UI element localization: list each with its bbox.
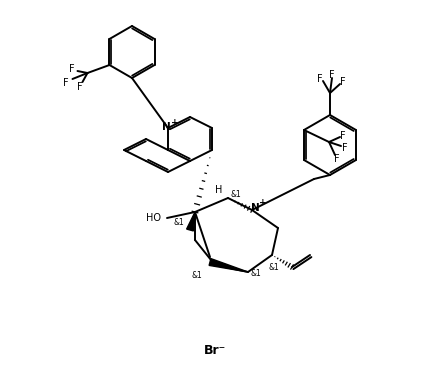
Polygon shape (209, 259, 248, 272)
Text: +: + (171, 117, 179, 127)
Text: N: N (251, 203, 259, 213)
Text: F: F (63, 78, 68, 88)
Text: N: N (162, 122, 170, 132)
Text: &1: &1 (174, 217, 184, 227)
Text: F: F (340, 77, 346, 87)
Text: F: F (329, 70, 335, 80)
Text: F: F (340, 131, 346, 141)
Text: Br⁻: Br⁻ (204, 344, 226, 356)
Text: F: F (69, 64, 74, 74)
Text: H: H (215, 185, 223, 195)
Text: &1: &1 (251, 269, 261, 279)
Polygon shape (187, 212, 195, 231)
Text: +: + (259, 197, 267, 207)
Text: F: F (317, 74, 323, 84)
Text: F: F (334, 154, 340, 164)
Text: F: F (77, 82, 82, 92)
Text: F: F (342, 143, 348, 153)
Text: &1: &1 (192, 270, 203, 279)
Text: &1: &1 (269, 262, 280, 272)
Text: HO: HO (146, 213, 161, 223)
Text: &1: &1 (230, 190, 241, 199)
